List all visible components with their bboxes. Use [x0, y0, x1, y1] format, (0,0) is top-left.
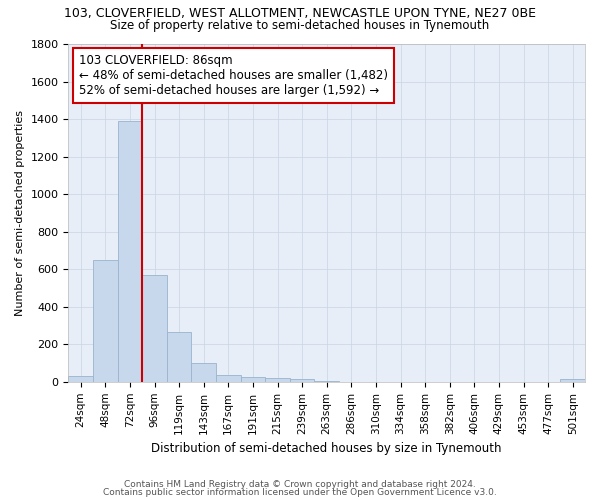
Text: Size of property relative to semi-detached houses in Tynemouth: Size of property relative to semi-detach… [110, 19, 490, 32]
Text: Contains HM Land Registry data © Crown copyright and database right 2024.: Contains HM Land Registry data © Crown c… [124, 480, 476, 489]
Bar [314, 381, 339, 382]
Bar [167, 332, 191, 382]
Text: 103 CLOVERFIELD: 86sqm
← 48% of semi-detached houses are smaller (1,482)
52% of : 103 CLOVERFIELD: 86sqm ← 48% of semi-det… [79, 54, 388, 97]
Y-axis label: Number of semi-detached properties: Number of semi-detached properties [15, 110, 25, 316]
Bar [241, 377, 265, 382]
Bar [93, 260, 118, 382]
Bar [118, 121, 142, 382]
Bar [68, 376, 93, 382]
X-axis label: Distribution of semi-detached houses by size in Tynemouth: Distribution of semi-detached houses by … [151, 442, 502, 455]
Bar [560, 379, 585, 382]
Bar [290, 379, 314, 382]
Text: 103, CLOVERFIELD, WEST ALLOTMENT, NEWCASTLE UPON TYNE, NE27 0BE: 103, CLOVERFIELD, WEST ALLOTMENT, NEWCAS… [64, 8, 536, 20]
Bar [216, 376, 241, 382]
Bar [191, 363, 216, 382]
Bar [265, 378, 290, 382]
Text: Contains public sector information licensed under the Open Government Licence v3: Contains public sector information licen… [103, 488, 497, 497]
Bar [142, 275, 167, 382]
